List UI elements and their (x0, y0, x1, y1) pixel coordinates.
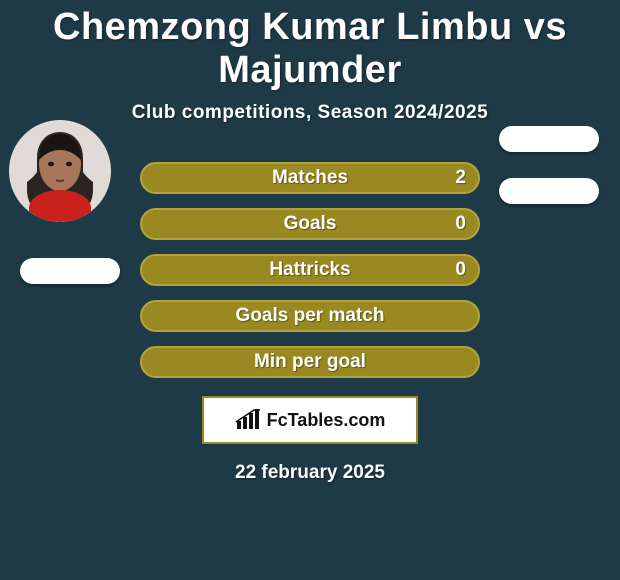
stat-bars: Matches 2 Goals 0 Hattricks 0 Goals per … (140, 162, 480, 378)
stat-label: Matches (272, 167, 348, 189)
stat-bar-goals-per-match: Goals per match (140, 300, 480, 332)
stat-bar-matches: Matches 2 (140, 162, 480, 194)
stat-label: Hattricks (269, 259, 350, 281)
stat-bar-min-per-goal: Min per goal (140, 346, 480, 378)
stat-bar-hattricks: Hattricks 0 (140, 254, 480, 286)
stat-bar-goals: Goals 0 (140, 208, 480, 240)
stat-label: Min per goal (254, 351, 366, 373)
stat-label: Goals per match (236, 305, 385, 327)
player-right-stat-pill-1 (499, 126, 599, 152)
bar-chart-icon (235, 409, 261, 431)
stat-value-left-player: 0 (455, 213, 466, 235)
stat-value-left-player: 0 (455, 259, 466, 281)
brand-badge[interactable]: FcTables.com (202, 396, 418, 444)
brand-name: FcTables.com (267, 410, 386, 431)
page-title: Chemzong Kumar Limbu vs Majumder (0, 6, 620, 92)
comparison-card: Chemzong Kumar Limbu vs Majumder Club co… (0, 0, 620, 580)
stat-value-left-player: 2 (455, 167, 466, 189)
season-subtitle: Club competitions, Season 2024/2025 (0, 102, 620, 124)
stat-label: Goals (284, 213, 337, 235)
date-label: 22 february 2025 (0, 462, 620, 484)
stats-section: Matches 2 Goals 0 Hattricks 0 Goals per … (0, 162, 620, 484)
